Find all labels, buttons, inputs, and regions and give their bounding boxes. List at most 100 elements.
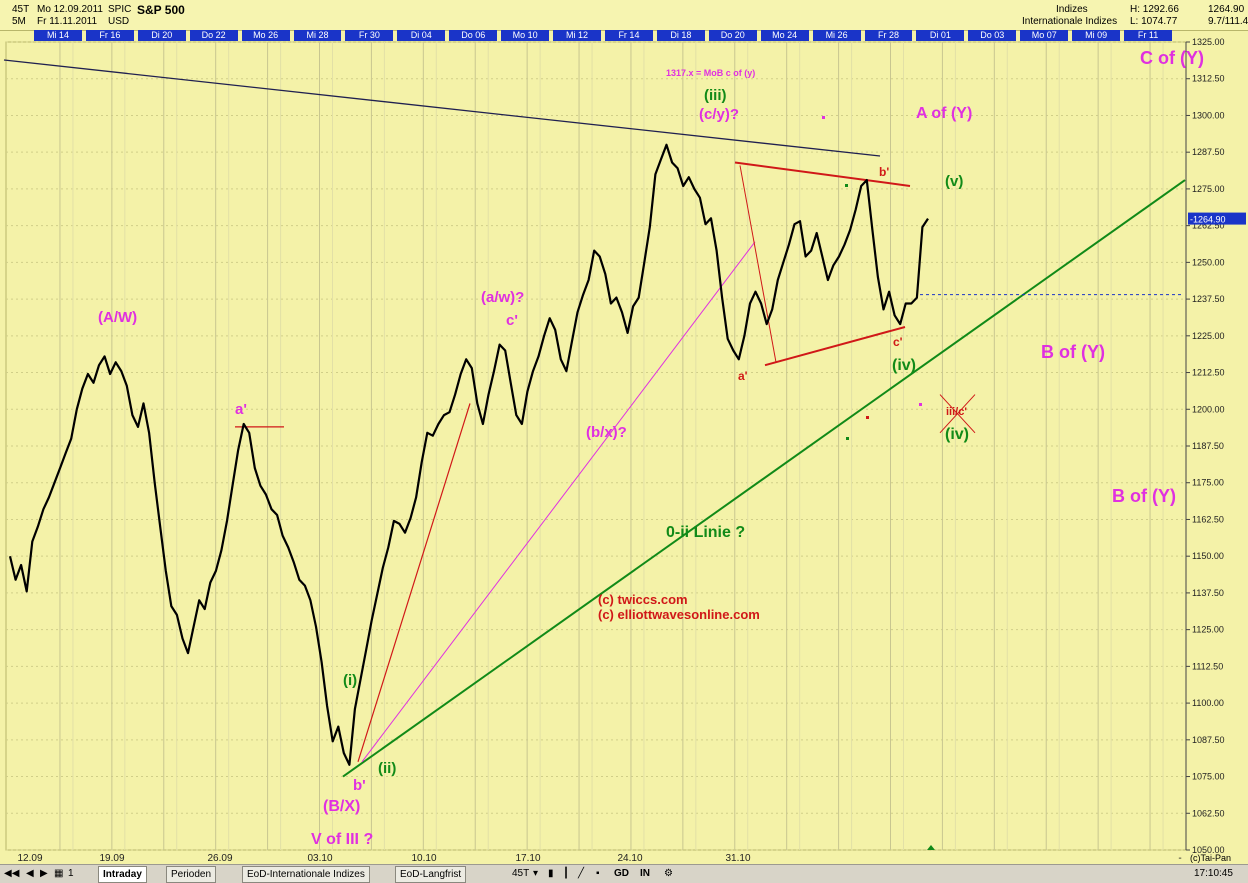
wave-annotation: (c/y)? [699,106,739,123]
top-date-label: Mi 26 [812,30,861,41]
symbol-code: SPIC [108,4,132,15]
top-date-label: Do 06 [449,30,498,41]
x-tick-label: 03.10 [307,853,332,864]
x-tick-label: 17.10 [515,853,540,864]
line-icon[interactable]: ╱ [578,868,585,879]
top-date-label: Di 04 [397,30,446,41]
in-button[interactable]: IN [640,868,650,879]
y-tick-label: 1187.50 [1192,441,1224,451]
top-date-label: Di 20 [137,30,186,41]
point-icon[interactable]: ▪ [596,868,600,879]
tab-intraday[interactable]: Intraday [98,866,147,883]
tab-eod-langfrist[interactable]: EoD-Langfrist [395,866,467,883]
x-tick-label: 31.10 [725,853,750,864]
chart-grid [5,41,1187,851]
copyright-label: (c)Tai-Pan [1190,853,1232,863]
chevron-down-icon[interactable]: ▾ [533,868,539,879]
top-date-label: Do 22 [189,30,238,41]
wave-annotation: (b/x)? [586,424,627,441]
marker-dot [866,416,869,419]
y-tick-label: 1125.00 [1192,625,1224,635]
wave-annotation: (A/W) [98,309,137,326]
wave-annotation: B of (Y) [1112,486,1176,506]
top-date-label: Mo 07 [1020,30,1069,41]
wave-annotation: V of III ? [311,831,373,848]
last-price: 1264.90 [1208,4,1245,15]
wave-annotation: a' [738,369,748,383]
candle-icon[interactable]: ▮ [548,868,554,879]
x-axis: 12.09 19.09 26.09 03.10 10.10 17.10 24.10 31.10… [17,853,1181,864]
y-tick-label: 1237.50 [1192,294,1225,304]
last-price-sub: 9.7/111.40 [1208,16,1248,27]
top-date-label: Fr 14 [605,30,653,41]
wave-annotation: b' [879,165,889,179]
interval-top: 45T [12,4,30,15]
top-date-label: Fr 30 [345,30,394,41]
wave-annotation: B of (Y) [1041,342,1105,362]
top-date-label: Mi 09 [1072,30,1121,41]
y-tick-label: 1250.00 [1192,257,1225,267]
currency-label: USD [108,16,130,27]
wave-annotation: (v) [945,173,963,190]
x-tick-label: - [1178,853,1181,864]
resistance-trendline [3,59,881,157]
layer-icon[interactable]: ▦ [54,868,64,879]
exchange-label: Internationale Indizes [1022,16,1118,27]
annotations: C of (Y) 1317.x = MoB c of (y) (iii) (c/y)?… [98,48,1204,850]
interval-bottom: 5M [12,16,26,27]
wave-annotation: (c) twiccs.com [598,592,688,607]
top-date-label: Mo 24 [760,30,809,41]
settings-icon[interactable]: ⚙ [664,868,673,879]
y-tick-label: 1312.50 [1192,74,1225,84]
y-tick-label: 1137.50 [1192,588,1224,598]
tab-perioden[interactable]: Perioden [166,866,217,883]
tab-eod-international[interactable]: EoD-Internationale Indizes [242,866,370,883]
y-tick-label: 1300.00 [1192,110,1225,120]
wave-annotation: (c) elliottwavesonline.com [598,607,760,622]
wave-annotation: (iv) [892,357,916,374]
y-tick-label: 1150.00 [1192,551,1224,561]
x-tick-label: 24.10 [617,853,642,864]
wave-annotation: iii/c' [946,406,967,418]
top-date-label: Mo 26 [241,30,290,41]
triangle-lower-line [764,326,906,367]
wave-annotation: A of (Y) [916,105,972,122]
nav-first-icon[interactable]: ◀◀ [4,868,20,879]
wave-annotation: b' [353,777,366,794]
top-date-label: Do 03 [968,30,1017,41]
wave-annotation: (iii) [704,87,727,104]
red-wave-line [357,403,471,763]
wave-annotation: 1317.x = MoB c of (y) [666,68,755,78]
top-date-label: Fr 28 [864,30,913,41]
y-tick-label: 1287.50 [1192,147,1225,157]
clock: 17:10:45 [1194,868,1233,879]
wave-annotation: (a/w)? [481,289,524,306]
top-date-label: Fr 16 [85,30,134,41]
x-tick-label: 26.09 [207,853,232,864]
y-tick-label: 1325.00 [1192,37,1225,47]
nav-prev-icon[interactable]: ◀ [26,868,34,879]
top-date-label: Fr 11 [1124,30,1172,41]
nav-next-icon[interactable]: ▶ [40,868,48,879]
y-tick-label: 1075.00 [1192,772,1225,782]
wave-annotation: (ii) [378,760,396,777]
bar-icon[interactable]: ┃ [563,868,570,879]
y-tick-label: 1175.00 [1192,478,1224,488]
top-date-label: Mi 14 [34,30,82,41]
interval-select[interactable]: 45T [512,868,530,879]
y-tick-label: 1212.50 [1192,368,1225,378]
top-date-label: Do 20 [708,30,757,41]
y-tick-label: 1200.00 [1192,404,1225,414]
price-series-line [8,143,929,766]
cross-line-b [939,394,976,434]
date-range-start: Mo 12.09.2011 [37,4,103,15]
low-value: L: 1074.77 [1130,16,1178,27]
gd-button[interactable]: GD [614,868,629,879]
y-tick-label: 1262.50 [1192,221,1225,231]
y-tick-label: 1050.00 [1192,845,1225,855]
chart-header: 45T 5M Mo 12.09.2011 Fr 11.11.2011 SPIC … [0,0,1248,31]
marker-dot [845,184,848,187]
y-tick-label: 1100.00 [1192,698,1224,708]
wave-annotation: (iv) [945,426,969,443]
